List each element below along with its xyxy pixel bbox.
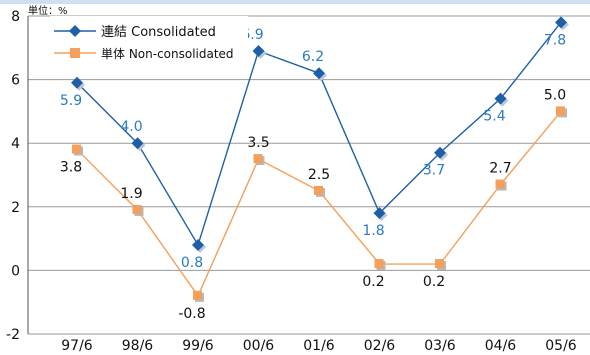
legend-consolidated-marker <box>69 25 81 37</box>
data-point-diamond <box>131 137 144 150</box>
x-tick-label: 01/6 <box>303 338 335 354</box>
data-label: -0.8 <box>178 306 205 322</box>
data-point-diamond <box>192 238 204 251</box>
data-label: 0.2 <box>423 274 445 290</box>
legend-consolidated-label: 連結 Consolidated <box>101 25 216 40</box>
x-tick-label: 99/6 <box>182 338 214 354</box>
data-label: 5.4 <box>483 109 505 125</box>
x-tick-label: 02/6 <box>364 338 396 354</box>
series-line <box>76 110 562 298</box>
data-label: 2.5 <box>308 167 330 183</box>
legend-nonconsolidated-marker <box>70 48 80 58</box>
data-point-square <box>193 290 202 300</box>
data-point-square <box>253 154 263 164</box>
x-tick-label: 04/6 <box>485 338 517 354</box>
data-label: 2.7 <box>489 161 511 177</box>
x-tick-label: 97/6 <box>61 338 93 354</box>
data-label: 1.9 <box>120 186 142 202</box>
legend-nonconsolidated-label: 単体 Non-consolidated <box>101 47 234 61</box>
x-tick-label: 98/6 <box>122 338 154 354</box>
data-point-square <box>435 259 444 269</box>
data-point-diamond <box>313 67 325 80</box>
data-label: 0.2 <box>362 274 384 290</box>
data-point-square <box>495 179 505 189</box>
data-point-diamond <box>494 92 507 105</box>
series-consolidated: 5.94.00.86.96.21.83.75.47.8 <box>60 16 569 271</box>
data-point-square <box>556 106 565 116</box>
data-label: 7.8 <box>544 32 566 48</box>
legend-background <box>50 16 248 66</box>
x-axis-ticks: 97/6 98/6 99/6 00/6 01/6 02/6 03/6 04/6 05/6 <box>61 338 577 354</box>
data-label: 6.2 <box>302 49 324 65</box>
x-tick-label: 00/6 <box>243 338 275 354</box>
gridlines <box>27 15 590 335</box>
y-tick-label: 4 <box>11 136 20 152</box>
legend: 連結 Consolidated 単体 Non-consolidated <box>50 16 248 66</box>
y-tick-label: 2 <box>11 200 20 216</box>
top-accent-bar <box>0 0 590 4</box>
data-label: 0.8 <box>181 255 203 271</box>
data-point-square <box>374 259 384 269</box>
data-point-diamond <box>434 146 446 159</box>
series-group: 5.94.00.86.96.21.83.75.47.83.81.9-0.83.5… <box>60 16 569 322</box>
data-label: 4.0 <box>120 119 142 135</box>
data-label: 5.0 <box>544 87 566 103</box>
data-point-diamond <box>373 207 386 220</box>
data-point-square <box>314 185 323 195</box>
data-point-square <box>72 144 81 154</box>
data-point-diamond <box>555 16 567 29</box>
y-tick-label: -2 <box>6 327 20 343</box>
data-label: 5.9 <box>60 93 82 109</box>
y-tick-label: 0 <box>11 263 20 279</box>
x-tick-label: 03/6 <box>424 338 456 354</box>
data-point-diamond <box>252 44 265 57</box>
x-tick-label: 05/6 <box>545 338 577 354</box>
y-axis-ticks: 8 6 4 2 0 -2 <box>6 9 20 343</box>
data-label: 1.8 <box>362 223 384 239</box>
unit-label: 単位：% <box>28 4 68 17</box>
y-tick-label: 8 <box>11 9 20 25</box>
y-tick-label: 6 <box>11 73 20 89</box>
data-label: 3.5 <box>247 135 269 151</box>
data-label: 3.7 <box>423 163 445 179</box>
data-point-square <box>132 204 142 214</box>
series-nonconsolidated: 3.8 1.9 -0.8 3.5 2.5 0.2 0.2 2.7 5.0 <box>60 87 567 322</box>
data-label: 3.8 <box>60 160 82 176</box>
data-point-diamond <box>71 76 83 89</box>
